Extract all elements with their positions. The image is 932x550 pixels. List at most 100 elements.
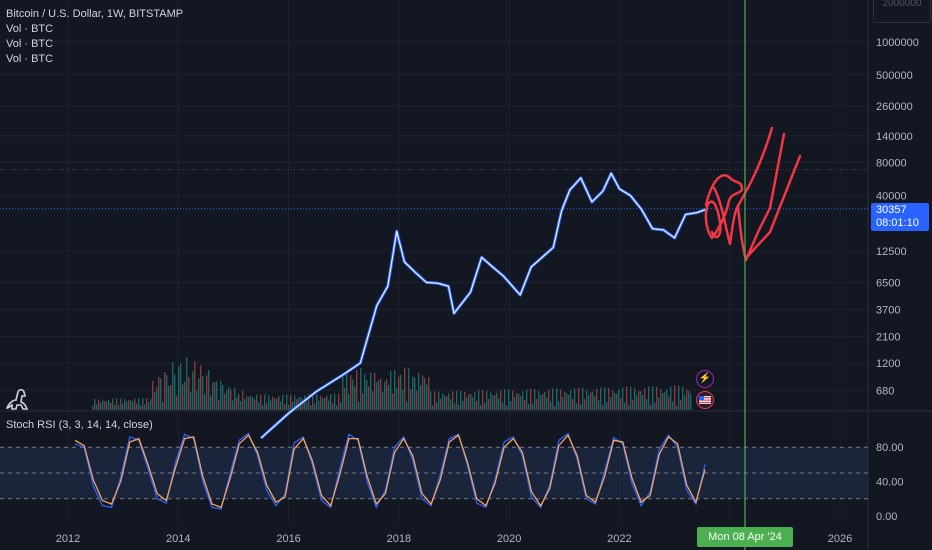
volume-bar (524, 399, 526, 410)
volume-bar (630, 386, 632, 410)
volume-bar (602, 405, 604, 410)
volume-bar (670, 386, 672, 410)
volume-bar (316, 394, 318, 410)
volume-bar (668, 396, 670, 410)
volume-bar (184, 381, 186, 410)
lightning-badge-icon[interactable]: ⚡ (696, 370, 714, 388)
volume-bar (394, 369, 396, 410)
volume-bar (684, 395, 686, 410)
volume-bar (170, 385, 172, 410)
volume-bar (466, 397, 468, 410)
volume-bar (130, 399, 132, 410)
volume-bar (266, 403, 268, 410)
volume-bar (444, 395, 446, 410)
volume-bar (214, 382, 216, 410)
volume-bar (160, 378, 162, 410)
volume-bar (366, 379, 368, 410)
volume-bar (640, 391, 642, 410)
volume-bar (592, 391, 594, 410)
volume-bar (220, 380, 222, 410)
volume-bar (468, 394, 470, 410)
volume-bar (212, 382, 214, 410)
volume-bar (434, 391, 436, 410)
volume-bar (258, 402, 260, 410)
volume-bar (636, 395, 638, 410)
rsi-line-d (74, 434, 706, 509)
red-freehand-drawing[interactable] (704, 126, 802, 262)
volume-bar (322, 397, 324, 410)
volume-bar (120, 398, 122, 410)
volume-bar (428, 376, 430, 410)
volume-bar (182, 384, 184, 410)
volume-bar (364, 374, 366, 410)
volume-bar (292, 401, 294, 410)
volume-bar (666, 389, 668, 410)
volume-bar (186, 357, 188, 410)
volume-bar (280, 401, 282, 410)
volume-bar (270, 400, 272, 410)
volume-bar (92, 406, 94, 410)
volume-bar (302, 399, 304, 410)
indicator-vol-3[interactable]: Vol · BTC (6, 53, 54, 65)
volume-bar (324, 397, 326, 410)
volume-bar (296, 399, 298, 410)
rsi-tick-label: 40.00 (876, 477, 904, 489)
indicator-vol-2[interactable]: Vol · BTC (6, 38, 54, 50)
volume-bar (260, 394, 262, 410)
crosshair-date-label: Mon 08 Apr '24 (697, 527, 793, 547)
indicator-vol-1[interactable]: Vol · BTC (6, 23, 54, 35)
volume-bar (484, 402, 486, 410)
volume-bar (228, 387, 230, 410)
volume-bar (596, 388, 598, 410)
volume-bar (564, 391, 566, 410)
volume-bar (256, 394, 258, 410)
volume-bar (284, 404, 286, 410)
volume-bar (576, 403, 578, 410)
volume-bar (232, 400, 234, 410)
volume-bar (208, 370, 210, 410)
volume-bar (230, 389, 232, 410)
volume-bar (654, 402, 656, 410)
y-tick-label: 40000 (876, 191, 907, 203)
volume-bar (198, 378, 200, 410)
chart-legend: Bitcoin / U.S. Dollar, 1W, BITSTAMP Vol … (6, 7, 183, 67)
volume-bar (168, 385, 170, 410)
stoch-rsi-title[interactable]: Stoch RSI (3, 3, 14, 14, close) (6, 419, 153, 431)
volume-bar (514, 397, 516, 410)
volume-bar (658, 397, 660, 410)
volume-bar (400, 374, 402, 410)
volume-bar (528, 404, 530, 410)
volume-bar (664, 392, 666, 410)
volume-bar (262, 404, 264, 410)
volume-bar (106, 401, 108, 410)
volume-bar (516, 392, 518, 410)
volume-bar (116, 398, 118, 410)
volume-bar (320, 395, 322, 410)
y-tick-label: 80000 (876, 157, 907, 169)
volume-bar (506, 405, 508, 410)
volume-bar (420, 385, 422, 410)
volume-bar (194, 361, 196, 410)
us-flag-badge-icon[interactable] (696, 391, 714, 409)
volume-bar (520, 396, 522, 410)
volume-bar (342, 375, 344, 410)
volume-bar (410, 389, 412, 410)
volume-bar (330, 394, 332, 410)
volume-bar (432, 405, 434, 410)
volume-bar (600, 387, 602, 410)
volume-bar (178, 366, 180, 410)
dinosaur-logo-icon[interactable] (4, 384, 32, 412)
x-tick-label: 2018 (387, 533, 411, 545)
volume-bar (412, 376, 414, 410)
volume-bar (218, 400, 220, 410)
symbol-title[interactable]: Bitcoin / U.S. Dollar, 1W, BITSTAMP (6, 8, 184, 20)
us-flag-icon (699, 396, 711, 404)
volume-bar (286, 394, 288, 410)
volume-bar (508, 389, 510, 410)
volume-bar (406, 401, 408, 410)
volume-bar (94, 399, 96, 410)
volume-bar (272, 396, 274, 410)
y-tick-label: 260000 (876, 101, 913, 113)
volume-bar (246, 396, 248, 410)
